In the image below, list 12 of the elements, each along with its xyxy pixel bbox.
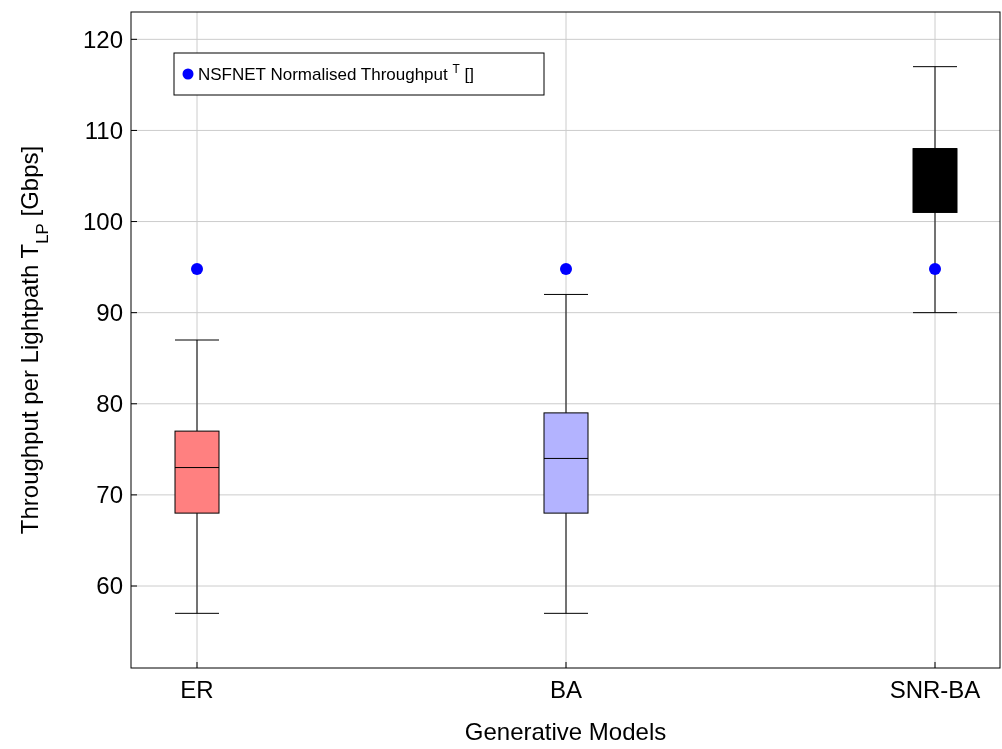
x-tick-label: BA	[549, 676, 583, 703]
y-tick-label: 120	[82, 25, 123, 53]
legend-label: NSFNET Normalised Throughput $^{T}$[]	[198, 61, 474, 84]
x-tick-label: ER	[180, 676, 214, 703]
y-tick-label: 110	[84, 116, 123, 144]
y-tick-label: 90	[96, 299, 123, 327]
x-axis-title: Generative Models	[464, 718, 667, 745]
y-tick-label: 60	[96, 572, 123, 600]
y-tick-label: 70	[96, 481, 123, 509]
y-tick-label: 100	[82, 207, 123, 235]
x-tick-label: SNR-BA	[889, 676, 981, 703]
y-tick-label: 80	[96, 390, 123, 418]
